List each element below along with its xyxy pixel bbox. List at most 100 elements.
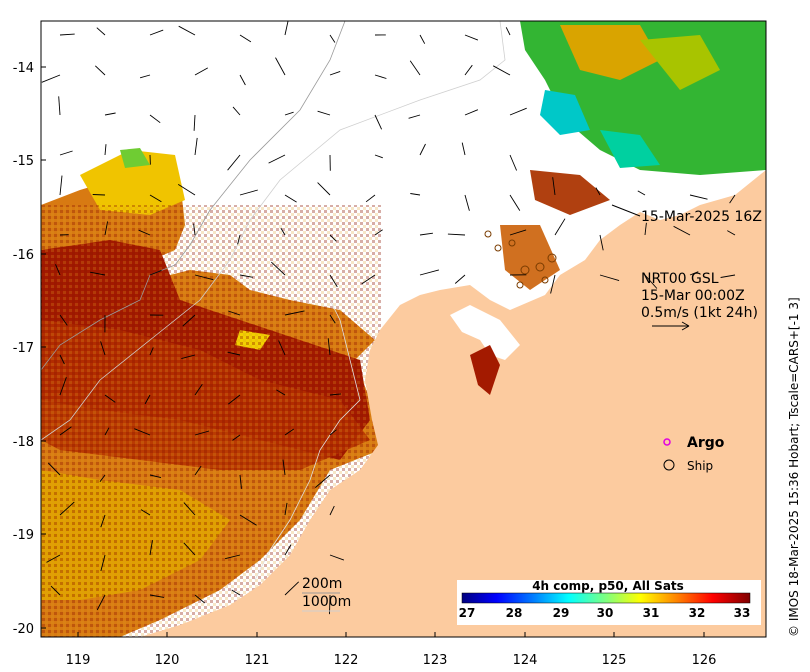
current-vector: [228, 310, 241, 316]
scale-arrow: [652, 321, 690, 331]
sst-field-east: [500, 21, 766, 290]
current-vector: [329, 393, 342, 396]
current-vector: [464, 109, 479, 116]
x-tick-label: 119: [66, 653, 91, 668]
current-vector: [239, 474, 242, 489]
y-tick-label: -19: [13, 528, 34, 543]
current-vector: [104, 144, 107, 156]
current-vector: [365, 194, 376, 203]
current-vector: [46, 554, 61, 563]
current-vector: [509, 154, 518, 171]
current-vector: [280, 227, 286, 236]
current-vector: [232, 434, 241, 441]
current-vector: [90, 271, 106, 276]
current-vector: [464, 34, 479, 41]
current-vector: [275, 57, 286, 76]
current-vector: [224, 554, 241, 560]
sst-time-label: 15-Mar-2025 16Z: [641, 209, 762, 225]
current-vector: [492, 65, 511, 76]
current-vector: [104, 112, 116, 116]
current-vector: [268, 154, 286, 164]
current-vectors: [41, 21, 736, 615]
x-tick-label: 126: [692, 653, 717, 668]
current-vector: [239, 274, 253, 278]
ship-label: Ship: [687, 459, 713, 473]
current-vector: [237, 234, 241, 245]
x-tick-label: 122: [334, 653, 359, 668]
current-vector: [41, 74, 61, 83]
current-vector: [59, 150, 73, 156]
y-tick-label: -14: [13, 61, 34, 76]
current-vector: [194, 67, 209, 76]
x-tick-label: 125: [602, 653, 627, 668]
current-vector: [149, 474, 162, 479]
current-product-label: NRT00 GSL: [641, 271, 719, 287]
current-vector: [554, 218, 566, 236]
ship-markers: [484, 230, 557, 289]
current-vector: [689, 271, 699, 276]
current-vector: [278, 340, 286, 356]
colorbar-title: 4h comp, p50, All Sats: [532, 579, 684, 593]
colorbar: 4h comp, p50, All Sats 27 28 29 30 31 32…: [457, 579, 761, 625]
king-sound: [450, 305, 520, 360]
current-vector: [194, 465, 202, 476]
current-vector: [329, 274, 338, 288]
colorbar-tick: 27: [459, 606, 476, 620]
current-vector: [149, 29, 164, 36]
current-vector: [408, 114, 421, 119]
current-vector: [329, 554, 345, 561]
colorbar-tick: 29: [553, 606, 570, 620]
current-vector: [194, 594, 205, 604]
current-vector: [419, 143, 426, 156]
x-tick-label: 124: [513, 653, 538, 668]
y-tick-label: -16: [13, 248, 34, 263]
current-vector: [227, 154, 241, 171]
current-vector: [194, 430, 210, 436]
argo-icon: [663, 438, 671, 446]
argo-label: Argo: [687, 435, 725, 451]
current-scale-label: 0.5m/s (1kt 24h): [641, 305, 758, 321]
current-vector: [227, 351, 241, 356]
current-vector: [59, 354, 65, 365]
current-vector: [232, 106, 241, 116]
current-vector: [50, 585, 61, 596]
current-time-label: 15-Mar 00:00Z: [641, 288, 745, 304]
current-vector: [419, 269, 440, 276]
current-vector: [100, 514, 106, 528]
x-axis: 119 120 121 122 123 124 125 126: [66, 632, 717, 668]
y-tick-label: -18: [13, 435, 34, 450]
y-tick-label: -15: [13, 154, 34, 169]
y-axis: -14 -15 -16 -17 -18 -19 -20: [13, 61, 46, 637]
current-vector: [284, 502, 288, 516]
current-vector: [92, 194, 106, 196]
current-vector: [689, 194, 708, 200]
current-vector: [100, 341, 106, 356]
x-tick-label: 120: [155, 653, 180, 668]
current-vector: [59, 175, 63, 196]
current-vector: [284, 428, 295, 436]
current-vector: [104, 427, 110, 436]
current-vector: [104, 221, 109, 236]
current-vector: [149, 114, 161, 124]
current-vector: [55, 264, 61, 276]
current-vector: [284, 111, 294, 116]
current-vector: [239, 189, 258, 196]
current-vector: [464, 194, 470, 211]
current-vector: [284, 194, 297, 203]
current-vector: [509, 194, 521, 211]
current-vector: [374, 114, 383, 130]
current-vector: [276, 389, 286, 396]
colorbar-tick: 28: [506, 606, 523, 620]
current-vector: [509, 107, 527, 116]
current-vector: [673, 225, 691, 236]
y-tick-label: -17: [13, 341, 34, 356]
current-vector: [94, 65, 106, 76]
current-vector: [729, 194, 736, 204]
current-vector: [181, 354, 196, 360]
current-vector: [461, 142, 466, 156]
current-vector: [58, 96, 61, 116]
current-vector: [239, 74, 246, 86]
current-vector: [194, 274, 214, 281]
current-vector: [284, 310, 305, 316]
current-vector: [419, 34, 426, 44]
